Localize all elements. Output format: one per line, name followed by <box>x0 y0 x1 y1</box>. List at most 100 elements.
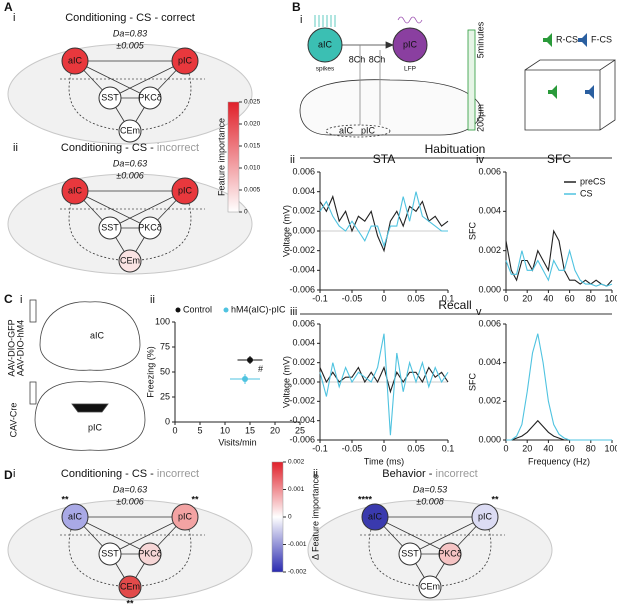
y-tick-label: 75 <box>160 341 170 351</box>
x-tick-label: 20 <box>522 443 532 453</box>
section-header: Recall <box>438 298 471 312</box>
significance: ** <box>491 494 499 504</box>
x-tick-label: 0 <box>503 443 508 453</box>
connection <box>374 516 451 555</box>
probe <box>359 45 381 125</box>
panel-label: B <box>292 0 301 14</box>
point <box>247 357 253 363</box>
node <box>398 542 422 566</box>
y-tick-label: 0.000 <box>292 225 315 235</box>
speaker-icon <box>585 85 594 99</box>
series-line <box>319 191 448 248</box>
da-value: ±0.005 <box>116 40 144 50</box>
title-part: incorrect <box>157 468 199 480</box>
tick-label: 0.002 <box>288 459 305 466</box>
region-node <box>392 27 428 63</box>
node-label: CEm <box>420 581 440 591</box>
x-axis-label: Frequency (Hz) <box>528 456 590 466</box>
sub-label: i <box>300 14 302 26</box>
y-axis-label: Voltage (mV) <box>281 356 291 408</box>
brain-region: pIC <box>361 125 376 135</box>
feedback <box>129 516 192 588</box>
feedback <box>68 190 131 262</box>
node <box>98 542 122 566</box>
x-tick-label: 0 <box>172 425 177 435</box>
tick-label: 0 <box>288 514 292 521</box>
x-tick-label: 15 <box>245 425 255 435</box>
x-tick-label: 0.05 <box>407 293 425 303</box>
node <box>171 177 199 205</box>
x-tick-label: 0 <box>381 443 386 453</box>
section-outline <box>34 381 146 451</box>
network-title: Conditioning - CS - incorrect <box>61 142 199 154</box>
node <box>171 47 199 75</box>
legend-swatch <box>223 307 229 313</box>
ventricle <box>71 403 109 413</box>
connection <box>74 190 151 229</box>
tick-label: 0.025 <box>244 99 261 106</box>
x-tick-label: 0 <box>381 293 386 303</box>
y-axis-label: SFC <box>467 372 477 391</box>
y-tick-label: 0.000 <box>478 284 501 294</box>
feedback <box>129 190 192 262</box>
y-tick-label: -0.004 <box>289 265 315 275</box>
lfp-icon <box>397 16 423 24</box>
node-label: PKCδ <box>438 548 462 558</box>
network-title: Conditioning - CS - correct <box>65 12 195 24</box>
node <box>361 503 389 531</box>
x-tick-label: -0.1 <box>312 443 328 453</box>
y-tick-label: -0.004 <box>289 415 315 425</box>
significance: ** <box>191 494 199 504</box>
brain-outline <box>299 79 482 136</box>
y-tick-label: 0.002 <box>292 357 315 367</box>
x-tick-label: -0.1 <box>312 293 328 303</box>
title-part: Behavior - <box>382 468 435 480</box>
sub-label: i <box>13 468 15 480</box>
syringe <box>29 299 37 323</box>
da-value: ±0.008 <box>416 496 443 506</box>
x-tick-label: 0.1 <box>442 293 455 303</box>
node <box>471 503 499 531</box>
syringe <box>29 381 37 405</box>
y-tick-label: 0.004 <box>478 206 501 216</box>
legend-label: hM4(aIC)-pIC <box>231 304 286 314</box>
x-tick-label: -0.05 <box>342 293 363 303</box>
node <box>138 86 162 110</box>
speaker-icon <box>548 85 557 99</box>
x-axis-label: Time (ms) <box>364 456 404 466</box>
feedback <box>368 516 431 588</box>
series-line <box>319 333 449 436</box>
region-outline <box>325 124 391 138</box>
channel-label: 8Ch <box>349 54 366 64</box>
title-part: Conditioning - CS - <box>61 142 157 154</box>
sub-label: ii <box>313 468 318 480</box>
sub-label: iii <box>290 306 297 318</box>
tick-label: 0 <box>244 209 248 216</box>
tick-label: -0.001 <box>288 541 307 548</box>
tick-label: 0.015 <box>244 143 261 150</box>
y-tick-label: 25 <box>160 391 170 401</box>
brain-region: aIC <box>339 125 354 135</box>
x-tick-label: 20 <box>270 425 280 435</box>
da-value: Da=0.63 <box>113 484 147 494</box>
connection <box>74 516 151 555</box>
spikes-icon <box>314 15 336 27</box>
title-part: incorrect <box>436 468 478 480</box>
sub-label: ii <box>290 154 295 166</box>
y-axis-label: Freezing (%) <box>145 346 155 398</box>
node-label: PKCδ <box>138 222 162 232</box>
region-label: aIC <box>318 39 333 49</box>
signal-label: spikes <box>316 66 335 73</box>
node-label: pIC <box>478 511 493 521</box>
series-line <box>505 229 613 287</box>
significance: ** <box>61 494 69 504</box>
connection <box>74 60 151 99</box>
title-part: incorrect <box>157 142 199 154</box>
da-value: Da=0.83 <box>113 28 147 38</box>
arrow-head <box>385 41 395 49</box>
node-label: aIC <box>368 511 383 521</box>
node <box>61 503 89 531</box>
node <box>438 542 462 566</box>
virus-label: AAV-DIO-GFP <box>6 319 16 376</box>
x-tick-label: 20 <box>522 293 532 303</box>
